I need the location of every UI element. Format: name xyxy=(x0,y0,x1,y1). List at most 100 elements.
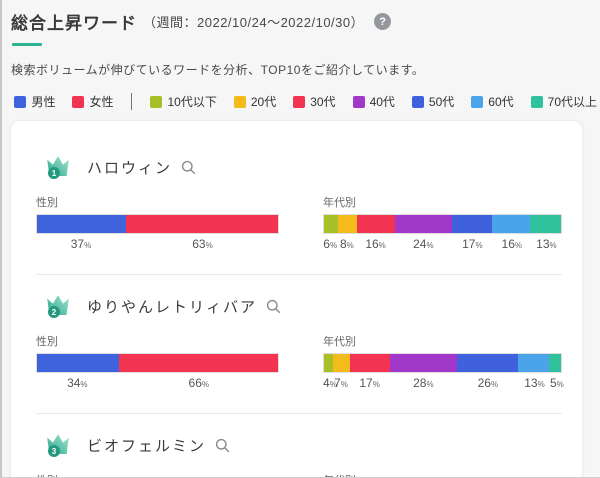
bar-value-number: 5 xyxy=(549,376,557,390)
keyword-link[interactable]: ビオフェルミン xyxy=(87,437,207,455)
search-icon[interactable] xyxy=(181,160,196,175)
item-header: 2 ゆりやんレトリィバア xyxy=(45,294,562,318)
bar-value: 7% xyxy=(333,376,350,390)
bar-value: 17% xyxy=(452,237,493,251)
bar-value-number: 66 xyxy=(188,376,202,390)
gender-bar-values: 37% 63% xyxy=(36,237,279,251)
bar-value: 26% xyxy=(457,376,519,390)
legend-item: 70代以上 xyxy=(530,93,597,110)
bar-value-number: 17 xyxy=(462,237,476,251)
bar-segment xyxy=(549,354,561,372)
rank-number: 3 xyxy=(48,445,60,457)
legend-item-label: 30代 xyxy=(310,95,336,109)
legend-item-label: 10代以下 xyxy=(167,95,217,109)
rank-crown-icon: 3 xyxy=(45,433,71,457)
ranking-item: 2 ゆりやんレトリィバア 性別 34% 66% 年代別 4% 7% 17% 28% 26%… xyxy=(36,274,564,390)
search-icon[interactable] xyxy=(266,299,281,314)
bar-segment xyxy=(126,215,278,233)
percent-sign: % xyxy=(372,380,380,389)
bar-value-number: 37 xyxy=(70,237,85,251)
bar-value: 16% xyxy=(493,237,531,251)
gender-bar-values: 34% 66% xyxy=(36,376,279,390)
gender-chart: 性別 34%66% xyxy=(36,472,279,477)
charts-row: 性別 37% 63% 年代別 6% 8% 16% 24% 17% 16% 13% xyxy=(36,194,562,251)
percent-sign: % xyxy=(426,241,434,250)
age-chart-label: 年代別 xyxy=(323,197,356,209)
legend-item: 10代以下 xyxy=(150,93,217,110)
legend-item: 20代 xyxy=(233,93,277,110)
age-bar-values: 4% 7% 17% 28% 26% 13% 5% xyxy=(323,376,564,390)
legend-item-label: 50代 xyxy=(428,95,455,109)
legend-color-swatch-icon xyxy=(14,95,27,108)
legend-item: 50代 xyxy=(411,93,455,110)
percent-sign: % xyxy=(475,241,483,250)
ranking-card: 1 ハロウィン 性別 37% 63% 年代別 6% 8% 16% 24% 17% 16% 13… xyxy=(10,120,583,477)
ranking-item: 3 ビオフェルミン 性別 34%66% 年代別 4%9%16%25%23%14%… xyxy=(36,413,562,477)
gender-chart: 性別 34%66% xyxy=(36,333,279,390)
bar-value-number: 34 xyxy=(67,376,81,390)
keyword-link[interactable]: ゆりやんレトリィバア xyxy=(87,298,258,316)
item-header: 1 ハロウィン xyxy=(45,155,562,179)
percent-sign: % xyxy=(80,380,88,389)
legend-item-label: 40代 xyxy=(369,95,395,109)
bar-value-number: 13 xyxy=(536,237,550,251)
ranking-list: 1 ハロウィン 性別 37% 63% 年代別 6% 8% 16% 24% 17% 16% 13… xyxy=(36,155,564,477)
bar-value: 5% xyxy=(549,376,564,390)
title-accent-underline xyxy=(12,43,42,46)
percent-sign: % xyxy=(556,380,564,389)
search-icon[interactable] xyxy=(215,438,230,453)
bar-segment xyxy=(37,354,119,372)
bar-segment xyxy=(324,215,339,233)
period-label: （週間：2022/10/24～2022/10/30） xyxy=(143,15,365,30)
percent-sign: % xyxy=(329,380,337,389)
age-chart: 年代別 4%9%16%25%23%14%9% xyxy=(323,472,562,477)
bar-segment xyxy=(492,215,531,233)
help-icon[interactable]: ? xyxy=(374,13,392,30)
bar-value: 34% xyxy=(36,376,119,390)
bar-value: 37% xyxy=(36,237,126,251)
legend: 男性 女性 10代以下 20代 30代 40代 50代 60代 70代以上 xyxy=(2,93,597,110)
legend-color-swatch-icon xyxy=(411,95,424,108)
percent-sign: % xyxy=(490,380,499,389)
bar-value-number: 17 xyxy=(359,376,373,390)
bar-segment xyxy=(390,354,457,372)
bar-value: 24% xyxy=(395,237,452,251)
age-chart: 年代別 4% 7% 17% 28% 26% 13% 5% xyxy=(323,333,564,390)
percent-sign: % xyxy=(426,380,434,389)
bar-value: 63% xyxy=(126,237,279,251)
percent-sign: % xyxy=(340,380,348,389)
percent-sign: % xyxy=(378,241,386,250)
age-chart: 年代別 6% 8% 16% 24% 17% 16% 13% xyxy=(323,194,562,251)
percent-sign: % xyxy=(201,380,210,389)
rank-crown-icon: 2 xyxy=(45,294,71,318)
legend-item: 女性 xyxy=(72,93,113,110)
percent-sign: % xyxy=(346,241,354,250)
gender-bar xyxy=(36,353,279,373)
bar-segment xyxy=(350,354,391,372)
percent-sign: % xyxy=(205,241,213,250)
bar-value: 6% xyxy=(323,237,337,251)
age-bar xyxy=(323,214,562,234)
bar-value-number: 63 xyxy=(192,237,206,251)
legend-item-label: 女性 xyxy=(89,95,114,109)
bar-value: 28% xyxy=(390,376,457,390)
legend-item-label: 20代 xyxy=(250,95,277,109)
age-chart-label: 年代別 xyxy=(323,472,562,477)
bar-value: 16% xyxy=(356,237,394,251)
keyword-link[interactable]: ハロウィン xyxy=(87,159,173,177)
bar-segment xyxy=(456,354,519,372)
bar-segment xyxy=(518,354,550,372)
item-header: 3 ビオフェルミン xyxy=(45,433,562,457)
title-row: 総合上昇ワード （週間：2022/10/24～2022/10/30） ? xyxy=(11,9,590,34)
legend-item: 30代 xyxy=(293,93,336,110)
legend-color-swatch-icon xyxy=(293,95,306,108)
bar-segment xyxy=(333,354,351,372)
bar-value: 4% xyxy=(323,376,337,390)
percent-sign: % xyxy=(329,241,338,250)
gender-chart-label: 性別 xyxy=(36,336,58,348)
bar-segment xyxy=(395,215,452,233)
bar-segment xyxy=(118,354,278,372)
rank-number: 1 xyxy=(48,167,60,179)
bar-segment xyxy=(324,354,334,372)
